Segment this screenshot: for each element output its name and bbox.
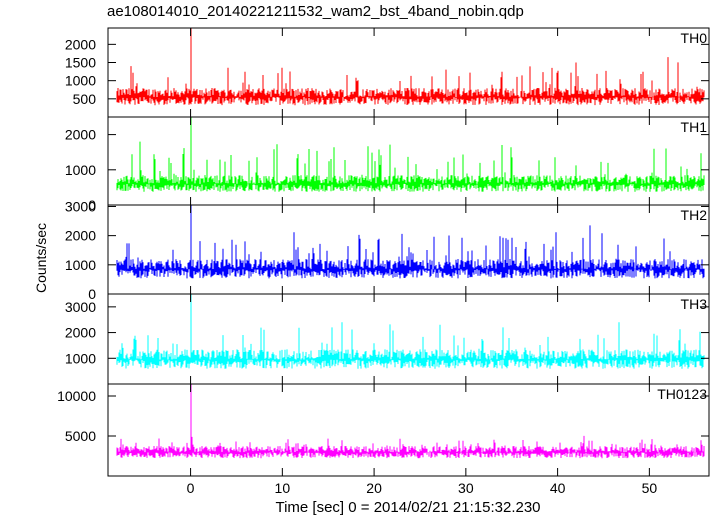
y-tick-label: 3000 — [65, 299, 96, 315]
y-tick-label: 1500 — [65, 55, 96, 71]
x-tick-label: 0 — [187, 480, 195, 496]
x-tick-label: 30 — [458, 480, 474, 496]
x-tick-label: 10 — [275, 480, 291, 496]
panel-label-th0123: TH0123 — [657, 386, 707, 402]
x-axis-label: Time [sec] 0 = 2014/02/21 21:15:32.230 — [275, 499, 540, 516]
y-tick-label: 2000 — [65, 325, 96, 341]
y-tick-label: 0 — [88, 286, 96, 302]
y-axis-label: Counts/sec — [33, 223, 49, 293]
series-line-th0123 — [116, 384, 705, 459]
series-line-th1 — [116, 117, 705, 192]
y-tick-label: 5000 — [65, 428, 96, 444]
y-tick-label: 500 — [73, 91, 97, 107]
x-tick-label: 50 — [642, 480, 658, 496]
x-tick-label: 40 — [550, 480, 566, 496]
panel-frame-th0123 — [107, 383, 710, 477]
series-line-th3 — [116, 294, 705, 369]
y-tick-label: 3000 — [65, 198, 96, 214]
y-tick-label: 10000 — [57, 388, 96, 404]
panel-label-th3: TH3 — [681, 296, 708, 312]
panel-label-th2: TH2 — [681, 207, 708, 223]
y-tick-label: 2000 — [65, 36, 96, 52]
panel-label-th1: TH1 — [681, 119, 708, 135]
y-tick-label: 1000 — [65, 162, 96, 178]
panel-label-th0: TH0 — [681, 30, 708, 46]
y-tick-label: 1000 — [65, 257, 96, 273]
y-tick-label: 2000 — [65, 127, 96, 143]
x-tick-label: 20 — [366, 480, 382, 496]
y-tick-label: 0 — [88, 197, 96, 213]
y-tick-label: 1000 — [65, 73, 96, 89]
y-tick-label: 1000 — [65, 350, 96, 366]
series-line-th2 — [116, 205, 705, 279]
series-line-th0 — [116, 28, 705, 106]
panels-group: TH0500100015002000TH1010002000TH20100020… — [57, 27, 710, 496]
chart-title: ae108014010_20140221211532_wam2_bst_4ban… — [107, 3, 524, 20]
y-tick-label: 2000 — [65, 228, 96, 244]
